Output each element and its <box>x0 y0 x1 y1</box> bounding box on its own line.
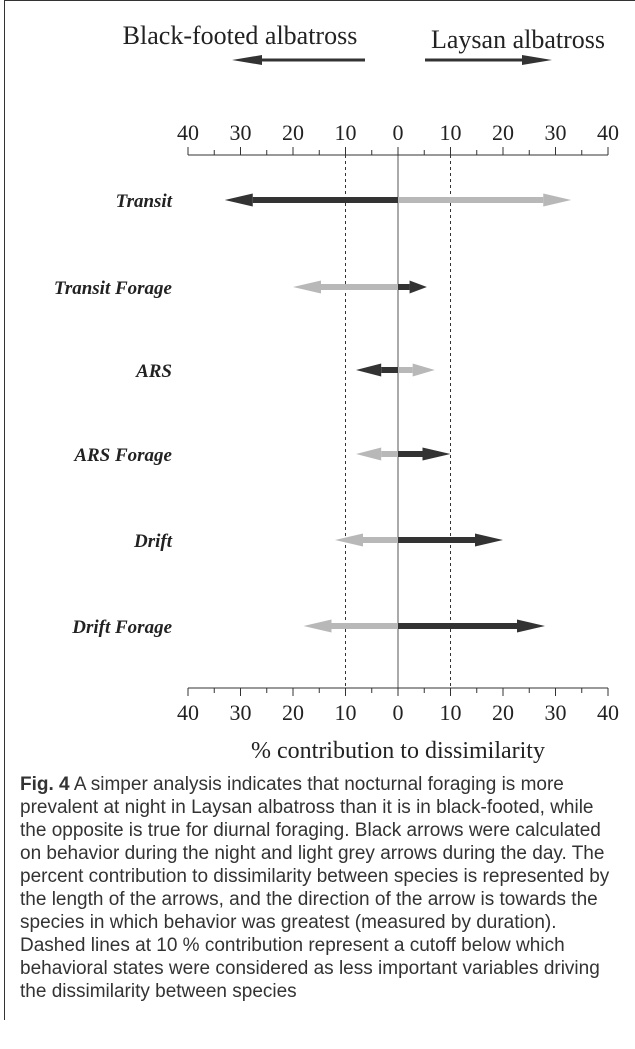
night-arrow <box>356 363 398 377</box>
guide-lines <box>345 155 451 688</box>
night-arrow-head <box>224 193 253 207</box>
night-arrow-head <box>356 363 382 377</box>
right-direction-head <box>522 55 552 65</box>
night-arrow-head <box>475 533 503 547</box>
tick-label: 20 <box>492 120 514 145</box>
day-arrow <box>293 280 398 294</box>
left-direction-head <box>232 55 262 65</box>
tick-label: 10 <box>335 700 357 725</box>
night-arrow <box>398 619 545 633</box>
figure-caption: Fig. 4 A simper analysis indicates that … <box>20 773 625 1003</box>
tick-label: 10 <box>335 120 357 145</box>
caption-text: A simper analysis indicates that nocturn… <box>20 774 610 1002</box>
tick-label: 0 <box>393 700 404 725</box>
tick-label: 30 <box>545 700 567 725</box>
direction-arrows <box>232 55 552 65</box>
day-arrow-head <box>356 447 382 461</box>
right-species-label: Laysan albatross <box>431 25 605 54</box>
tick-label: 10 <box>440 120 462 145</box>
row-label: ARS <box>135 361 172 382</box>
night-arrow-head <box>517 619 545 633</box>
tick-label: 20 <box>282 120 304 145</box>
tick-label: 10 <box>440 700 462 725</box>
tick-label: 30 <box>230 700 252 725</box>
day-arrow-head <box>303 619 332 633</box>
tick-label: 20 <box>492 700 514 725</box>
left-species-label: Black-footed albatross <box>123 21 358 50</box>
tick-label: 0 <box>393 120 404 145</box>
day-arrow-head <box>543 193 572 207</box>
night-arrow <box>398 447 451 461</box>
night-arrow-head <box>422 447 451 461</box>
x-axis-label: % contribution to dissimilarity <box>251 738 545 764</box>
day-arrow-head <box>335 533 363 547</box>
row-label: Drift <box>133 531 173 552</box>
tick-label: 40 <box>177 700 199 725</box>
tick-label: 30 <box>230 120 252 145</box>
tick-label: 20 <box>282 700 304 725</box>
night-arrow <box>398 280 427 294</box>
tick-label: 40 <box>597 700 619 725</box>
figure-border <box>4 0 635 1020</box>
top-axis: 40 30 20 10 0 10 20 30 40 <box>177 120 619 156</box>
day-arrow-head <box>412 363 435 377</box>
caption-label: Fig. 4 <box>20 774 70 795</box>
night-arrow <box>398 533 503 547</box>
night-arrow <box>224 193 398 207</box>
day-arrow <box>335 533 398 547</box>
behavior-rows: Transit Transit Forage ARS ARS Forage Drift D… <box>54 191 572 638</box>
day-arrow <box>303 619 398 633</box>
day-arrow <box>398 193 572 207</box>
row-label: Drift Forage <box>71 617 172 638</box>
day-arrow-head <box>293 280 321 294</box>
tick-label: 40 <box>177 120 199 145</box>
night-arrow-head <box>409 280 427 294</box>
row-label: Transit Forage <box>54 278 173 299</box>
day-arrow <box>356 447 398 461</box>
dissimilarity-chart: Black-footed albatross Laysan albatross … <box>54 21 619 764</box>
bottom-axis: 40 30 20 10 0 10 20 30 40 <box>177 687 619 725</box>
day-arrow <box>398 363 435 377</box>
row-label: ARS Forage <box>73 445 172 466</box>
row-label: Transit <box>116 191 173 212</box>
tick-label: 40 <box>597 120 619 145</box>
tick-label: 30 <box>545 120 567 145</box>
